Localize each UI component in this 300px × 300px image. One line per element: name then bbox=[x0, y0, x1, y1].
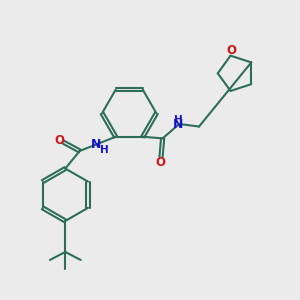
Text: O: O bbox=[54, 134, 64, 147]
Text: N: N bbox=[173, 118, 184, 131]
Text: O: O bbox=[226, 44, 236, 57]
Text: H: H bbox=[100, 145, 109, 154]
Text: N: N bbox=[91, 138, 101, 151]
Text: H: H bbox=[174, 115, 183, 125]
Text: O: O bbox=[155, 156, 165, 169]
